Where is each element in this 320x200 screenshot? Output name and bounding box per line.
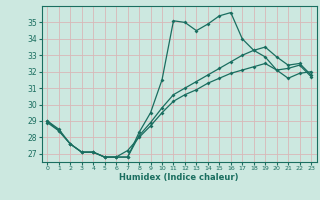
X-axis label: Humidex (Indice chaleur): Humidex (Indice chaleur) <box>119 173 239 182</box>
